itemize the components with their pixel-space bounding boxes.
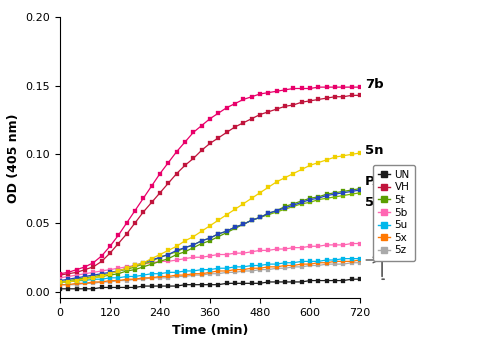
Text: 7b: 7b [365,78,384,91]
Y-axis label: OD (405 nm): OD (405 nm) [7,113,20,202]
Text: PAC-1: PAC-1 [365,175,408,188]
Text: 5n: 5n [365,144,384,157]
Legend: UN, VH, 5t, 5b, 5u, 5x, 5z: UN, VH, 5t, 5b, 5u, 5x, 5z [372,165,415,261]
X-axis label: Time (min): Time (min) [172,324,248,337]
Text: 5l: 5l [365,196,379,209]
